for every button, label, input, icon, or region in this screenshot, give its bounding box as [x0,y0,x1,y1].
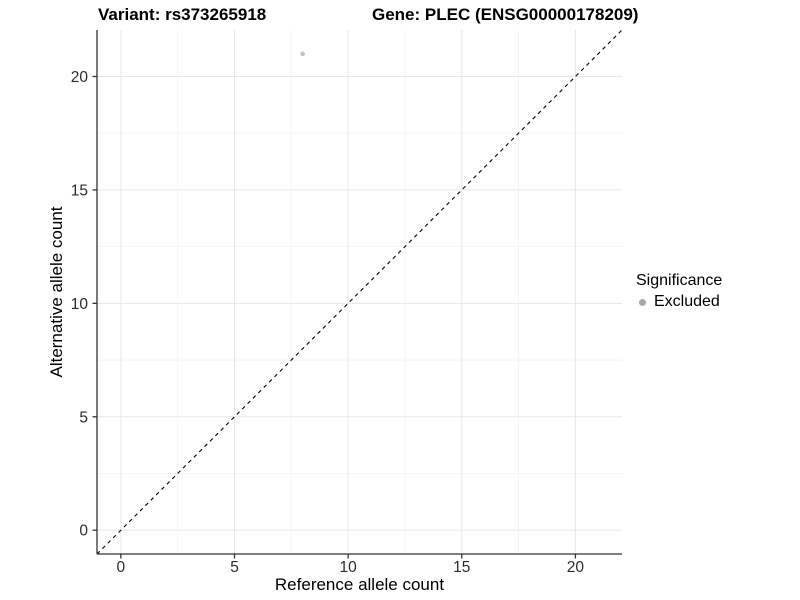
legend-title: Significance [636,272,723,289]
legend-item-label: Excluded [654,293,720,310]
legend-point-icon [639,298,646,306]
y-axis-label: Alternative allele count [47,206,66,378]
x-tick-label: 20 [567,559,585,576]
x-tick-label: 15 [453,559,470,576]
y-tick-label: 20 [71,69,89,86]
y-tick-label: 0 [79,523,88,540]
x-tick-label: 0 [117,559,126,576]
y-tick-label: 5 [79,409,88,426]
legend-item: Excluded [636,293,722,311]
x-tick-label: 5 [230,559,239,576]
identity-line [96,29,623,555]
plot-title-variant: Variant: rs373265918 [98,5,267,24]
x-axis-label: Reference allele count [274,575,445,594]
y-tick-label: 10 [71,296,89,313]
legend-items: Excluded [636,293,722,311]
plot-title-gene: Gene: PLEC (ENSG00000178209) [372,5,639,24]
data-point [300,51,305,57]
x-tick-label: 10 [340,559,358,576]
legend: Significance Excluded [636,271,722,311]
y-tick-label: 15 [71,182,88,199]
